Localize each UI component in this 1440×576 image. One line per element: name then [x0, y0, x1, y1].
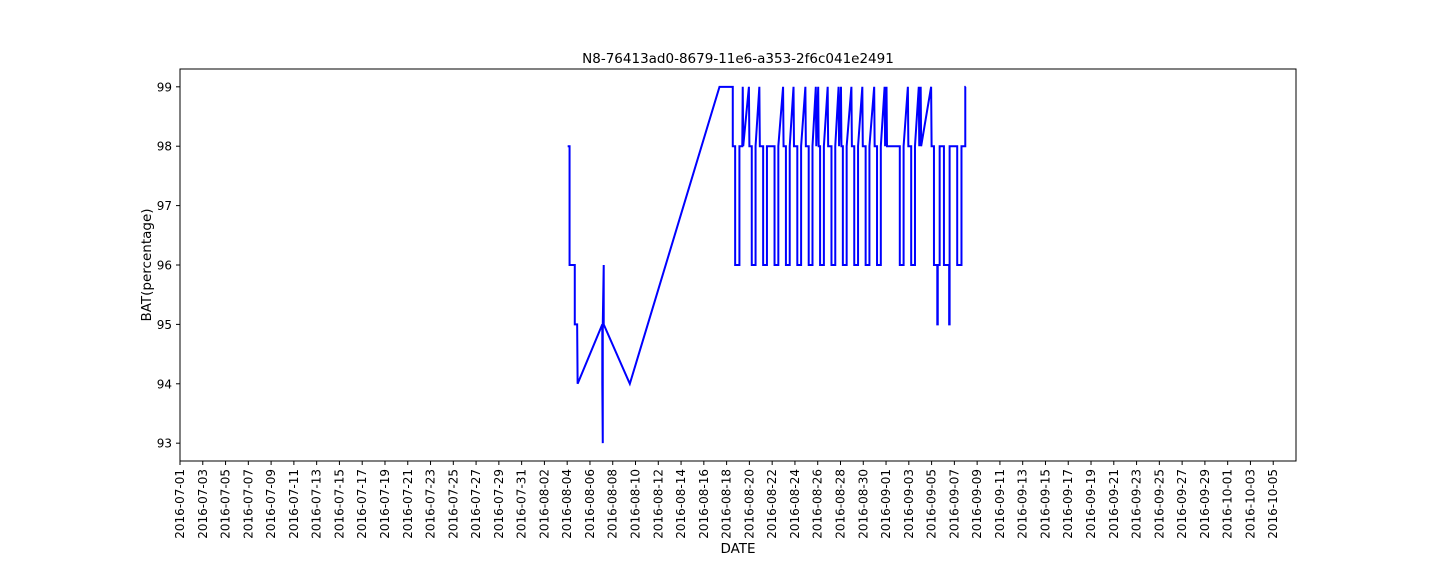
x-tick-label: 2016-09-05: [925, 469, 939, 539]
y-tick-label: 99: [157, 80, 172, 94]
y-tick-label: 95: [157, 318, 172, 332]
x-tick-label: 2016-09-07: [947, 469, 961, 539]
x-tick-label: 2016-07-25: [446, 469, 460, 539]
x-tick-label: 2016-08-06: [583, 469, 597, 539]
x-tick-label: 2016-07-17: [355, 469, 369, 539]
x-tick-label: 2016-09-15: [1038, 469, 1052, 539]
y-tick-label: 96: [157, 259, 172, 273]
x-tick-label: 2016-10-03: [1243, 469, 1257, 539]
x-tick-label: 2016-07-27: [469, 469, 483, 539]
data-line: [567, 85, 967, 444]
x-tick-label: 2016-07-01: [173, 469, 187, 539]
x-tick-label: 2016-07-23: [424, 469, 438, 539]
x-tick-label: 2016-09-19: [1084, 469, 1098, 539]
x-axis-label: DATE: [720, 541, 755, 557]
x-tick-label: 2016-08-24: [788, 469, 802, 539]
x-tick-label: 2016-08-08: [606, 469, 620, 539]
x-tick-label: 2016-07-11: [287, 469, 301, 539]
x-tick-label: 2016-08-16: [697, 469, 711, 539]
x-tick-label: 2016-08-20: [742, 469, 756, 539]
x-tick-label: 2016-08-28: [833, 469, 847, 539]
x-tick-label: 2016-10-01: [1221, 469, 1235, 539]
x-tick-label: 2016-09-11: [993, 469, 1007, 539]
x-tick-label: 2016-07-21: [401, 469, 415, 539]
x-tick-label: 2016-09-01: [879, 469, 893, 539]
x-tick-label: 2016-09-29: [1198, 469, 1212, 539]
x-tick-label: 2016-08-26: [811, 469, 825, 539]
x-tick-label: 2016-08-18: [720, 469, 734, 539]
x-tick-label: 2016-08-22: [765, 469, 779, 539]
x-tick-label: 2016-07-15: [332, 469, 346, 539]
y-tick-label: 93: [157, 437, 172, 451]
plot-frame: [179, 68, 1297, 462]
x-tick-label: 2016-09-27: [1175, 469, 1189, 539]
chart-title: N8-76413ad0-8679-11e6-a353-2f6c041e2491: [582, 51, 894, 67]
x-tick-label: 2016-07-19: [378, 469, 392, 539]
x-tick-label: 2016-09-23: [1130, 469, 1144, 539]
x-tick-label: 2016-08-10: [629, 469, 643, 539]
x-tick-label: 2016-09-09: [970, 469, 984, 539]
x-tick-label: 2016-08-02: [537, 469, 551, 539]
y-tick-label: 98: [157, 140, 172, 154]
x-tick-label: 2016-08-14: [674, 469, 688, 539]
y-tick-label: 94: [157, 377, 172, 391]
x-tick-label: 2016-09-25: [1152, 469, 1166, 539]
x-tick-label: 2016-09-03: [902, 469, 916, 539]
x-tick-label: 2016-07-07: [241, 469, 255, 539]
x-tick-label: 2016-07-09: [264, 469, 278, 539]
x-tick-label: 2016-09-17: [1061, 469, 1075, 539]
x-tick-label: 2016-09-13: [1016, 469, 1030, 539]
x-tick-label: 2016-07-29: [492, 469, 506, 539]
x-tick-label: 2016-08-30: [856, 469, 870, 539]
y-tick-label: 97: [157, 199, 172, 213]
x-tick-label: 2016-07-05: [219, 469, 233, 539]
x-tick-label: 2016-09-21: [1107, 469, 1121, 539]
x-tick-label: 2016-08-04: [560, 469, 574, 539]
x-tick-label: 2016-07-03: [196, 469, 210, 539]
x-tick-label: 2016-07-31: [515, 469, 529, 539]
x-tick-label: 2016-08-12: [651, 469, 665, 539]
x-tick-label: 2016-10-05: [1266, 469, 1280, 539]
x-tick-label: 2016-07-13: [310, 469, 324, 539]
y-axis-label: BAT(percentage): [139, 208, 155, 321]
